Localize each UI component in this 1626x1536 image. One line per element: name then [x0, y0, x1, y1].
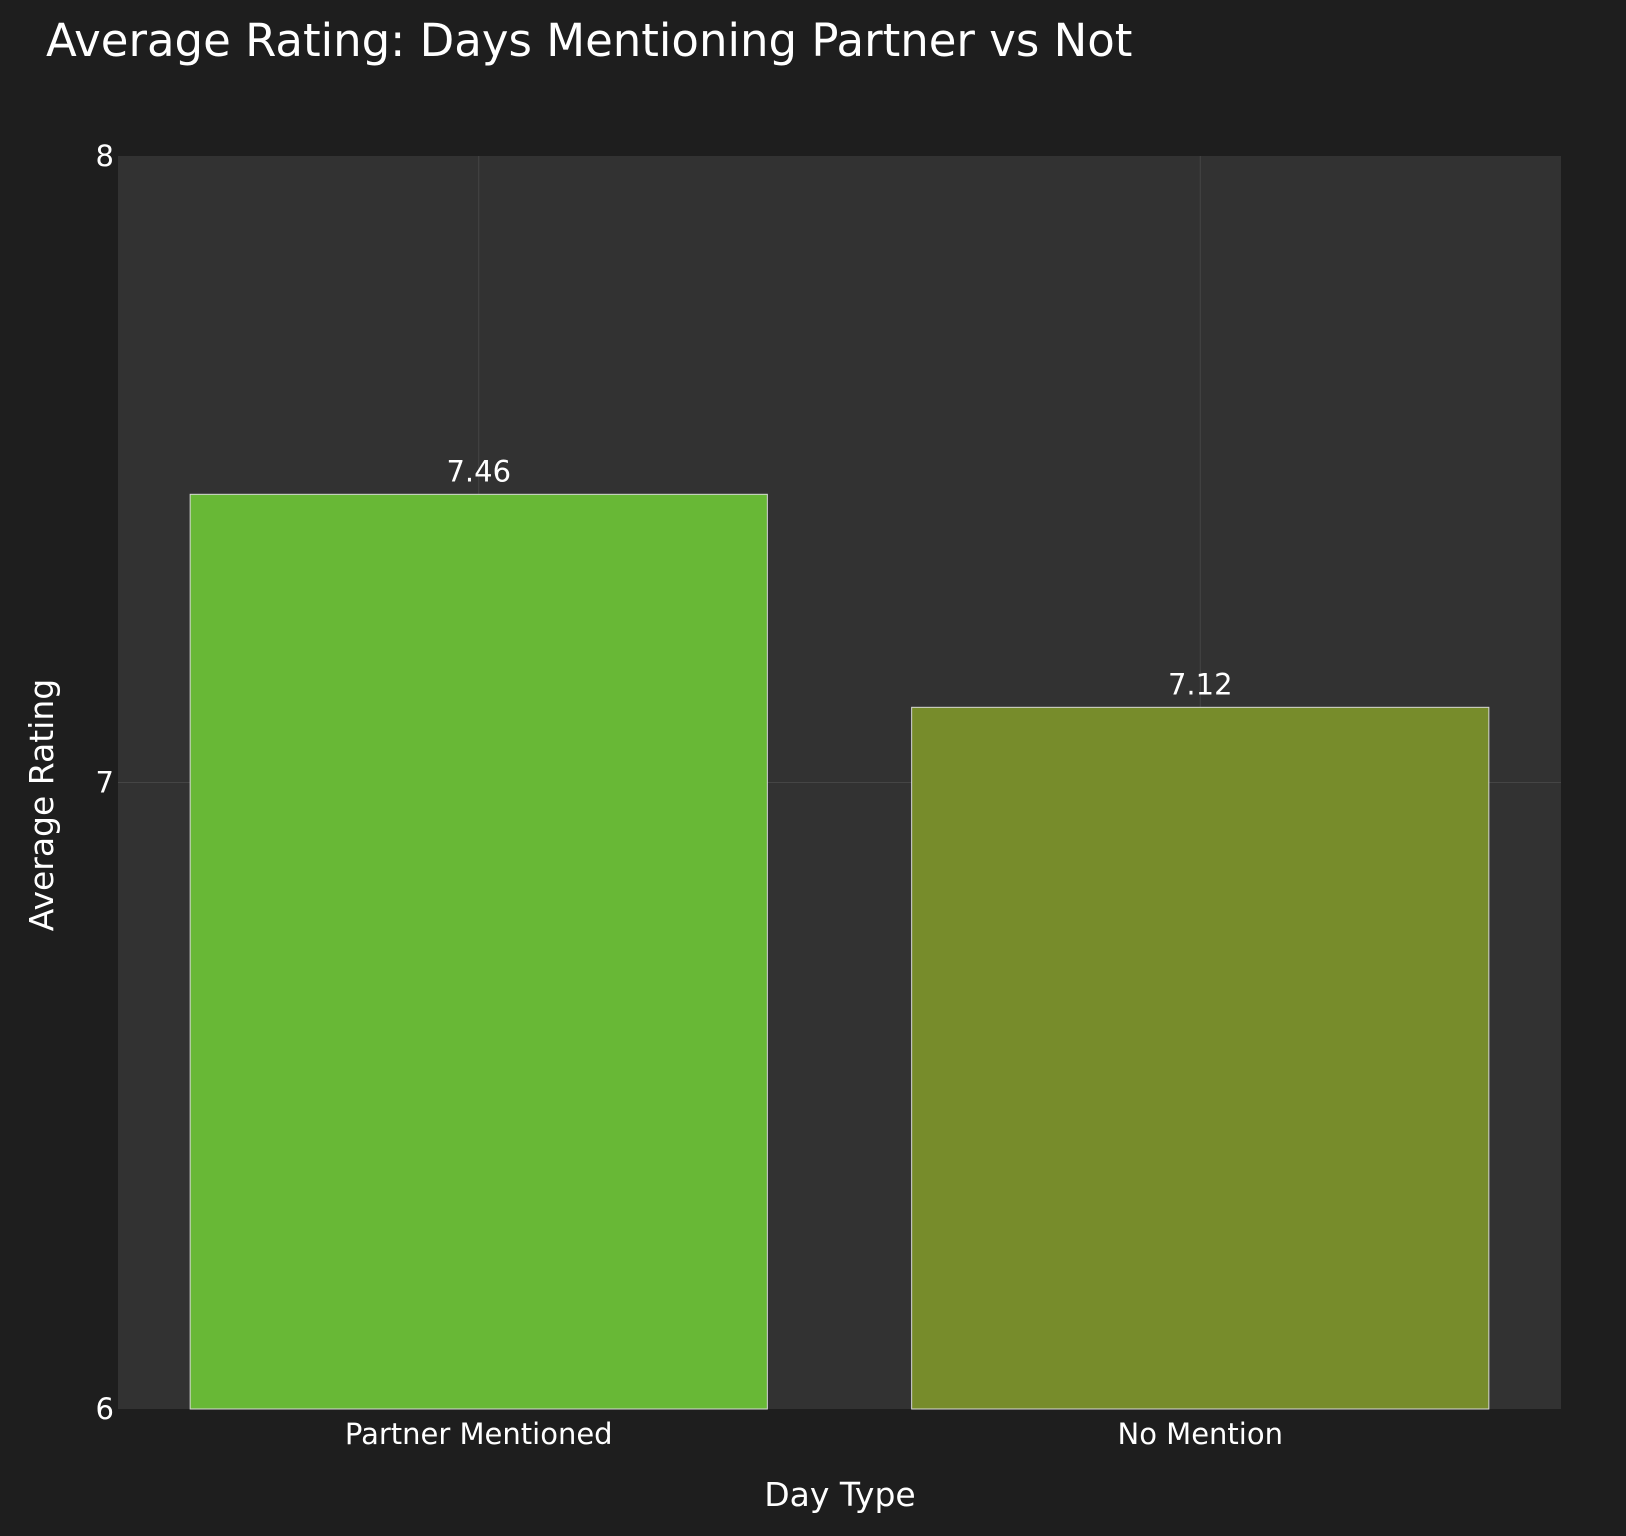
- y-axis-ticks: 6 7 8: [96, 139, 114, 1426]
- x-tick-label: No Mention: [1118, 1417, 1283, 1451]
- y-tick-label: 8: [96, 139, 114, 173]
- bar: [911, 706, 1490, 1410]
- bars: [189, 493, 1490, 1410]
- x-axis-ticks: Partner Mentioned No Mention: [345, 1417, 1283, 1451]
- bar: [189, 493, 768, 1410]
- y-tick-label: 7: [96, 766, 114, 800]
- data-labels: 7.46 7.12: [446, 454, 1232, 701]
- y-axis-title: Average Rating: [22, 679, 61, 931]
- y-tick-label: 6: [96, 1392, 114, 1426]
- bar-value-label: 7.46: [446, 454, 511, 488]
- chart-title: Average Rating: Days Mentioning Partner …: [46, 14, 1132, 67]
- x-tick-label: Partner Mentioned: [345, 1417, 613, 1451]
- x-axis-title: Day Type: [764, 1475, 915, 1514]
- bar-value-label: 7.12: [1168, 667, 1233, 701]
